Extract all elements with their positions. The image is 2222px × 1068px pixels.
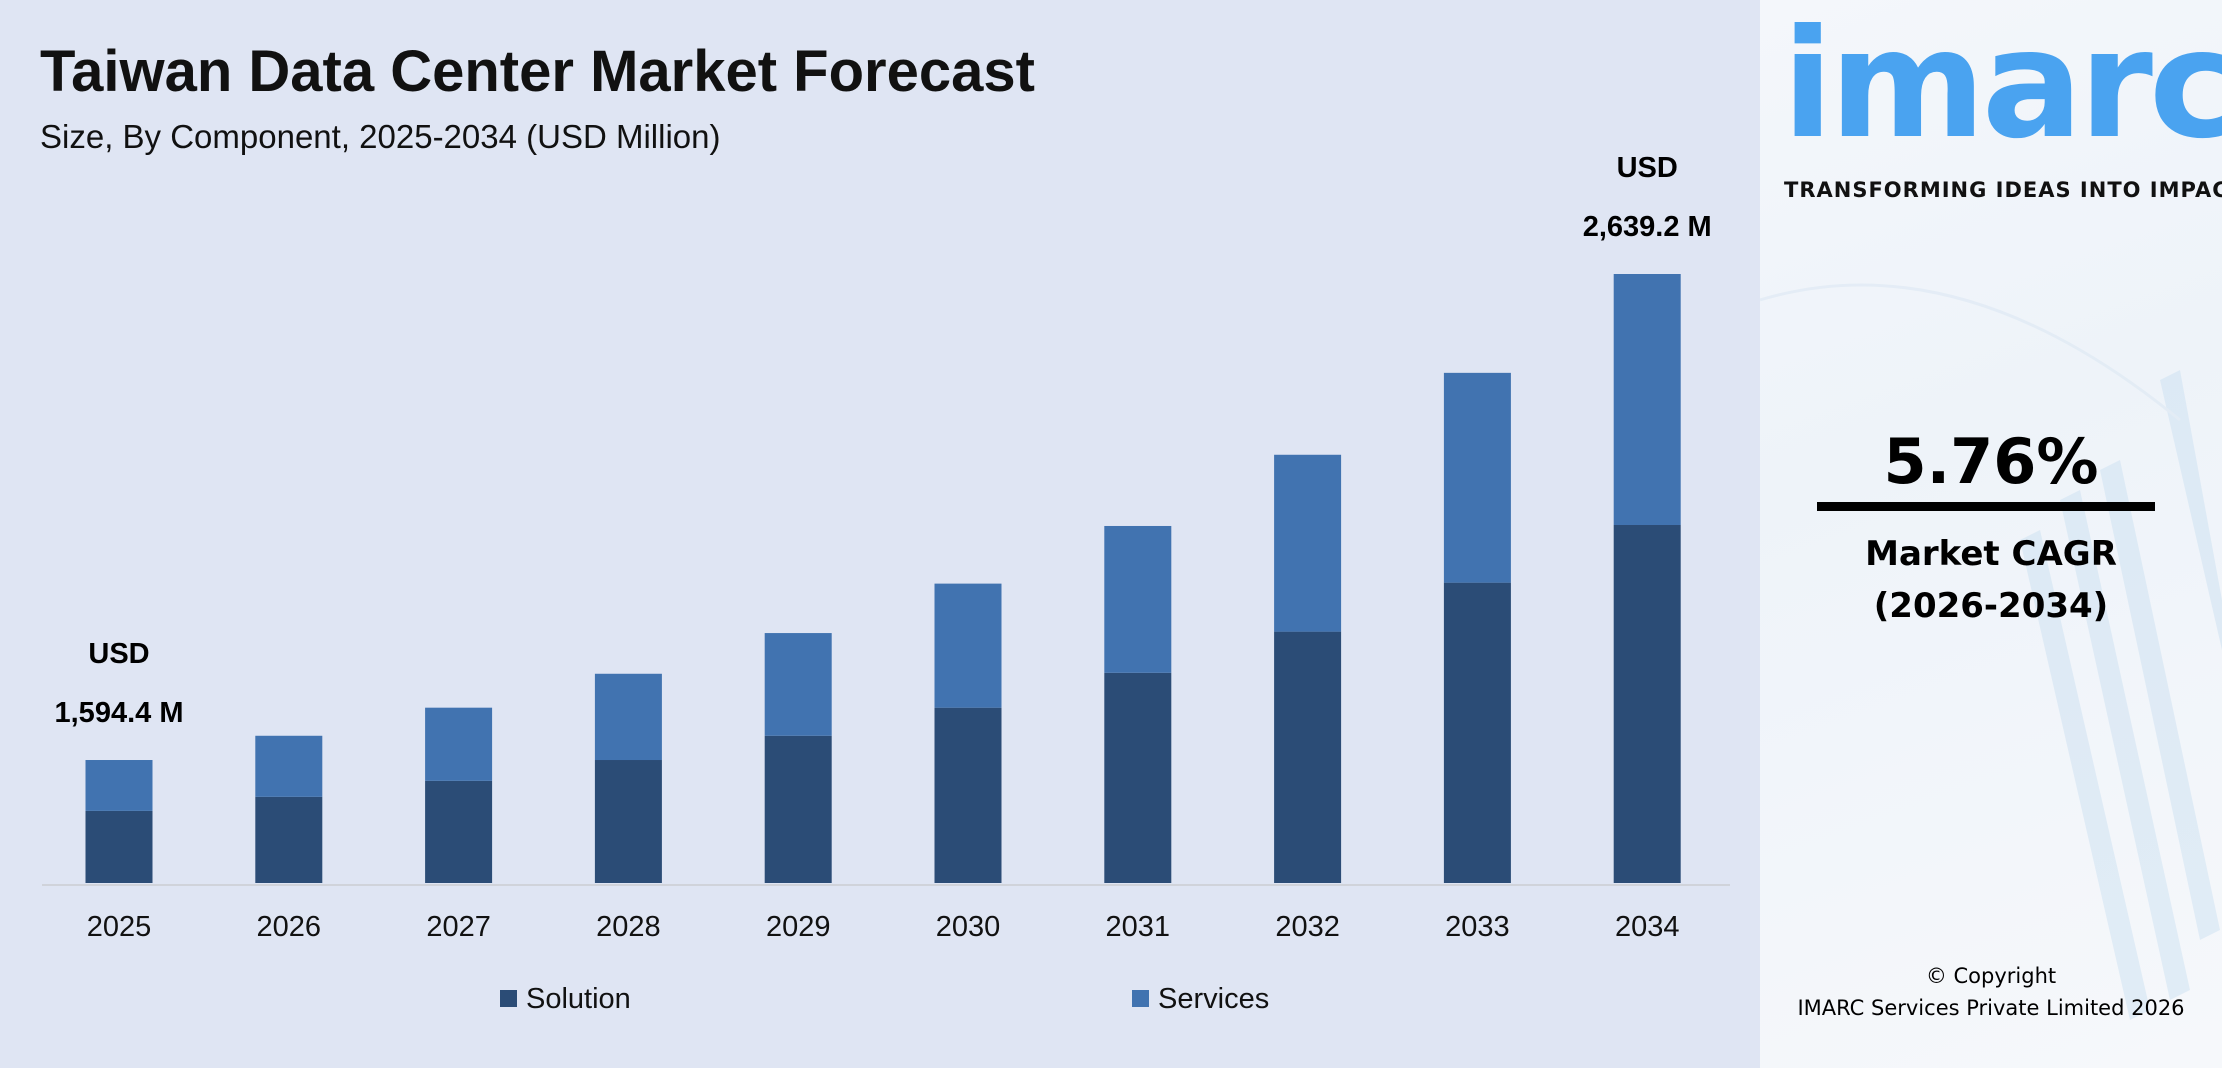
x-tick-label: 2030 (936, 911, 1001, 943)
logo-tagline: TRANSFORMING IDEAS INTO IMPACT (1784, 178, 2222, 202)
bar-services-2029 (764, 633, 832, 736)
data-label-currency: USD (88, 638, 149, 670)
x-tick-label: 2029 (766, 911, 831, 943)
x-tick-label: 2027 (426, 911, 491, 943)
legend-label-services: Services (1158, 983, 1269, 1015)
bar-services-2034 (1613, 274, 1681, 526)
chart-subtitle: Size, By Component, 2025-2034 (USD Milli… (40, 118, 721, 155)
bar-solution-2025 (85, 810, 153, 883)
cagr-divider (1817, 502, 2155, 511)
legend-label-solution: Solution (526, 983, 631, 1015)
bar-solution-2029 (764, 735, 832, 883)
bar-services-2033 (1443, 372, 1511, 583)
bar-services-2025 (85, 760, 153, 811)
stacked-bar-chart: 2025 2026 2027 2028 2029 2030 2031 2032 2033 2034… (42, 152, 1730, 1015)
x-tick-label: 2028 (596, 911, 661, 943)
bar-solution-2033 (1443, 582, 1511, 883)
copyright: © Copyright IMARC Services Private Limit… (1760, 960, 2222, 1024)
x-tick-label: 2031 (1106, 911, 1171, 943)
chart-title: Taiwan Data Center Market Forecast (40, 39, 1035, 104)
x-tick-label: 2025 (87, 911, 152, 943)
data-label-value: 1,594.4 M (55, 697, 184, 729)
bar-services-2031 (1104, 525, 1172, 673)
imarc-logo: imarc (1782, 0, 2222, 172)
bar-solution-2028 (594, 760, 662, 883)
bar-solution-2034 (1613, 525, 1681, 883)
cagr-label: Market CAGR (2026-2034) (1760, 528, 2222, 632)
bar-services-2026 (255, 735, 323, 797)
x-tick-label: 2032 (1275, 911, 1340, 943)
cagr-label-text: Market CAGR (1865, 534, 2117, 574)
cagr-value: 5.76% (1883, 425, 2099, 498)
bar-solution-2026 (255, 796, 323, 883)
copyright-line2: IMARC Services Private Limited 2026 (1797, 996, 2185, 1020)
bar-solution-2032 (1274, 631, 1342, 883)
chart-panel: Taiwan Data Center Market Forecast Size,… (0, 0, 1760, 1068)
data-label-value: 2,639.2 M (1583, 211, 1712, 243)
x-tick-label: 2034 (1615, 911, 1680, 943)
data-label-currency: USD (1617, 152, 1678, 184)
bar-services-2030 (934, 583, 1002, 708)
bar-solution-2030 (934, 707, 1002, 883)
bar-solution-2031 (1104, 672, 1172, 883)
side-panel: imarc TRANSFORMING IDEAS INTO IMPACT 5.7… (1760, 0, 2222, 1068)
bar-services-2027 (425, 707, 493, 781)
legend-swatch-services (1132, 990, 1149, 1007)
bar-services-2028 (594, 673, 662, 761)
x-tick-label: 2033 (1445, 911, 1510, 943)
background-decoration (1760, 283, 2222, 1020)
cagr-period: (2026-2034) (1873, 586, 2109, 626)
bar-services-2032 (1274, 454, 1342, 632)
copyright-line1: © Copyright (1925, 964, 2057, 988)
legend-swatch-solution (500, 990, 517, 1007)
bar-solution-2027 (425, 780, 493, 883)
x-tick-label: 2026 (257, 911, 322, 943)
